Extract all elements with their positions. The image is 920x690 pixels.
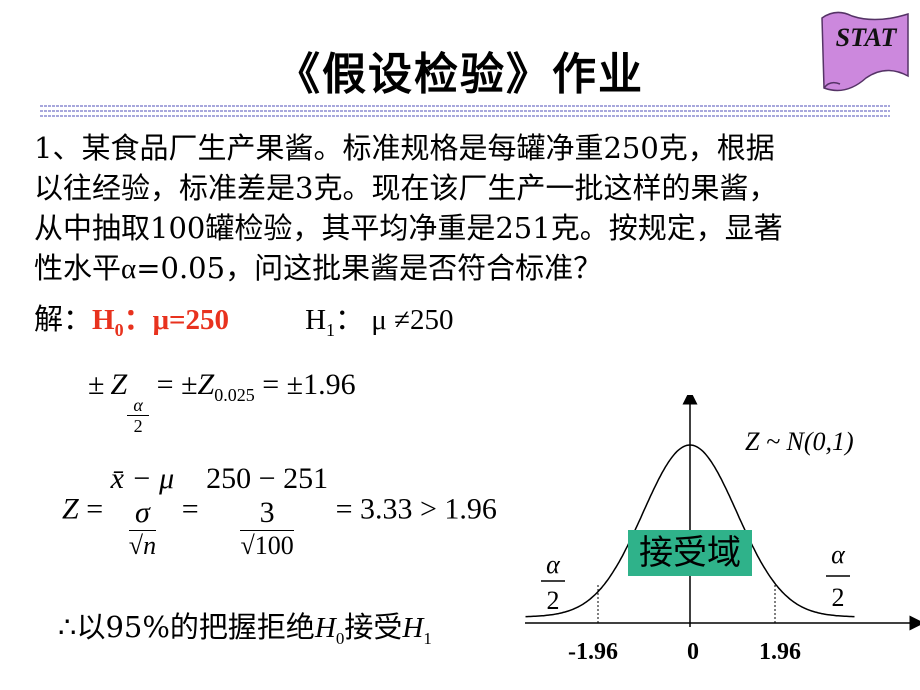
- normal-distribution-plot: Z ~ N(0,1) α 2 α 2 -1.96 0 1.96: [525, 395, 920, 665]
- acceptance-region-label: 接受域: [628, 530, 752, 576]
- question-line-4-suffix: =0.05，问这批果酱是否符合标准？: [136, 251, 603, 285]
- svg-text:2: 2: [832, 583, 845, 612]
- svg-text:2: 2: [547, 586, 560, 615]
- question-line-2: 以往经验，标准差是3克。现在该厂生产一批这样的果酱，: [34, 171, 778, 205]
- question-line-1: 1、某食品厂生产果酱。标准规格是每罐净重250克，根据: [34, 131, 775, 165]
- conclusion: ∴以95%的把握拒绝H0接受H1: [58, 610, 432, 648]
- question-line-3: 从中抽取100罐检验，其平均净重是251克。按规定，显著: [34, 211, 783, 245]
- question-line-4: 性水平α=0.05，问这批果酱是否符合标准？: [34, 248, 602, 289]
- solution-hypotheses: 解：H0：μ=250 H1： μ ≠250: [34, 296, 454, 341]
- tick-label-center: 0: [687, 639, 699, 665]
- tick-label-right: 1.96: [759, 639, 801, 665]
- null-hypothesis: H0：μ=250: [92, 304, 230, 340]
- fraction-numeric: 250 − 251 3 √100: [206, 462, 329, 560]
- left-alpha-half: α 2: [541, 550, 565, 615]
- logo-text: STAT: [836, 23, 898, 52]
- svg-text:α: α: [831, 540, 846, 569]
- right-alpha-half: α 2: [826, 540, 850, 612]
- question-line-4-prefix: 性水平: [34, 251, 122, 285]
- alternative-hypothesis: H1： μ ≠250: [305, 304, 454, 340]
- tick-label-left: -1.96: [568, 639, 618, 665]
- test-statistic-equation: Z = x̄ − μ σ √n = 250 − 251 3 √100 = 3.33 …: [62, 462, 497, 560]
- solution-label: 解：: [34, 302, 93, 336]
- page-title: 《假设检验》作业: [276, 49, 644, 100]
- fraction-symbolic: x̄ − μ σ √n: [110, 462, 175, 560]
- alpha-symbol: α: [121, 253, 137, 285]
- title-divider: [40, 105, 890, 117]
- svg-text:α: α: [546, 550, 561, 579]
- distribution-label: Z ~ N(0,1): [745, 427, 854, 456]
- density-curve: [525, 444, 855, 618]
- stat-logo: STAT: [816, 6, 914, 98]
